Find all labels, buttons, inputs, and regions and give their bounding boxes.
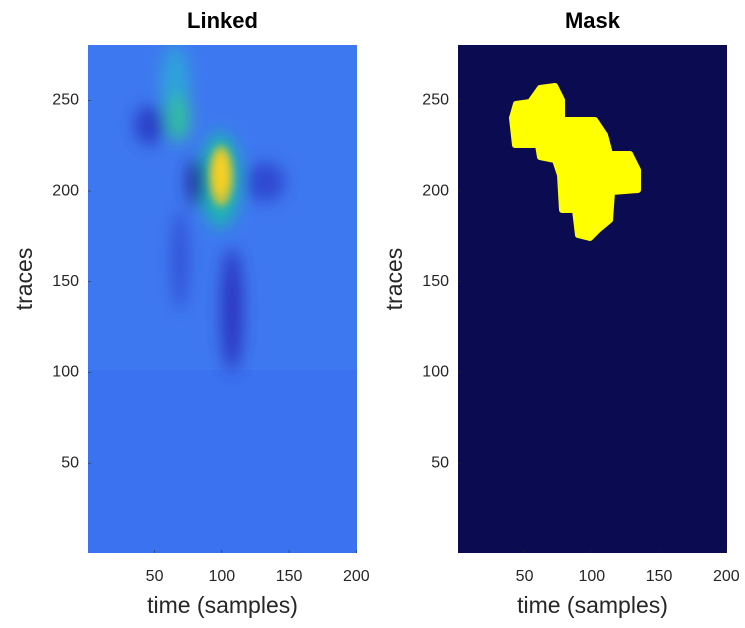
y-tick-label: 200	[52, 182, 79, 199]
y-tick-label: 200	[422, 182, 449, 199]
y-tick-label: 100	[52, 364, 79, 381]
y-tick-label: 50	[431, 454, 449, 471]
y-tick-label: 250	[422, 92, 449, 109]
y-tick-label: 100	[422, 364, 449, 381]
y-tick-label: 150	[52, 273, 79, 290]
figure: 50 100 150 200 50 100 150 200 250 Linked time (sam…	[0, 0, 745, 628]
x-tick-label: 50	[516, 568, 534, 585]
mask-image	[458, 45, 727, 553]
y-axis-label: traces	[11, 248, 37, 311]
y-tick-label: 250	[52, 92, 79, 109]
y-axis-label: traces	[381, 248, 407, 311]
y-tick-label: 150	[422, 273, 449, 290]
linked-image	[88, 45, 357, 553]
x-axis-label: time (samples)	[517, 592, 668, 618]
y-tick-label: 50	[61, 454, 79, 471]
x-tick-label: 200	[713, 568, 740, 585]
x-tick-label: 100	[208, 568, 235, 585]
x-tick-label: 100	[578, 568, 605, 585]
x-axis-label: time (samples)	[147, 592, 298, 618]
x-tick-label: 150	[276, 568, 303, 585]
x-tick-label: 150	[646, 568, 673, 585]
x-tick-label: 50	[146, 568, 164, 585]
chart-title: Linked	[187, 8, 258, 33]
x-tick-label: 200	[343, 568, 370, 585]
chart-title: Mask	[565, 8, 621, 33]
